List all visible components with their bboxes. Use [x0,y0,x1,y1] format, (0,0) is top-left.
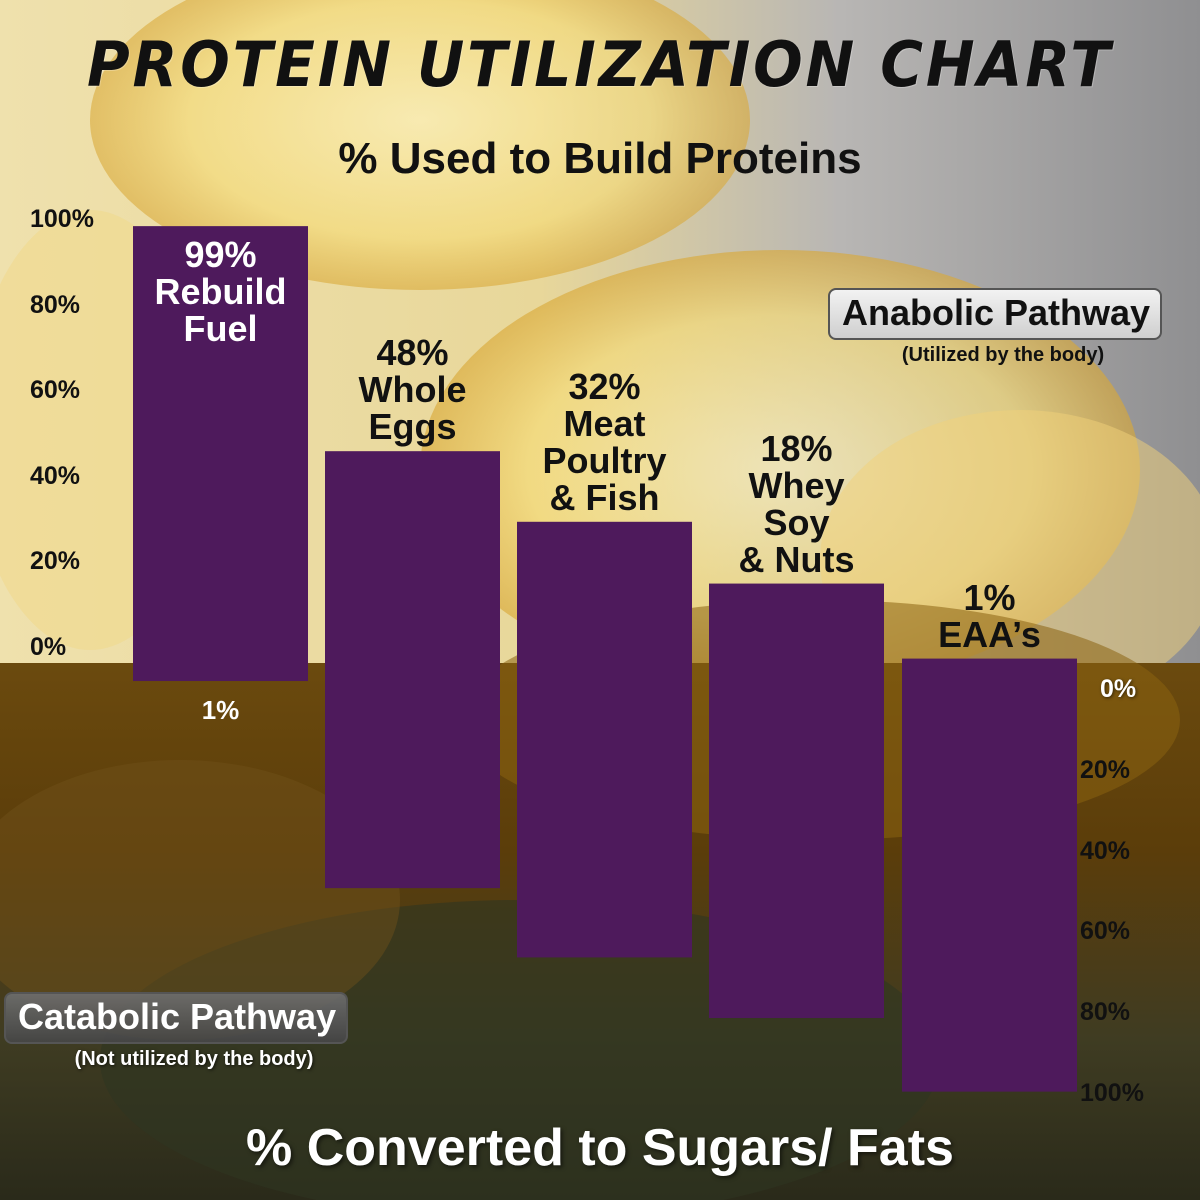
bar-4-label-line: 18% [760,427,833,469]
bar-4-label-line: Whey [748,464,845,506]
bar-1-label-line: 99% [184,234,257,276]
right-tick-label: 100% [1080,1079,1144,1107]
bar-1-converted-label: 1% [201,695,240,726]
bar-1 [133,226,308,682]
bar-3-label-line: 32% [568,365,641,407]
bar-5-label: 1% EAA’s [892,579,1087,653]
bar-4 [709,583,884,1019]
bar-5-label-line: EAA’s [938,613,1041,655]
right-tick-label: 40% [1080,836,1131,865]
bar-3-label-line: Meat [563,402,646,444]
bar-1-label: 99% Rebuild Fuel [123,236,318,347]
bar-2-label: 48% Whole Eggs [315,334,510,445]
bar-2-label-line: Eggs [368,406,457,448]
left-tick-label: 80% [30,290,81,319]
right-tick-label: 0% [1100,675,1137,703]
bar-1-label-line: Fuel [183,308,258,350]
left-tick-label: 20% [30,547,81,576]
catabolic-pathway-note: (Not utilized by the body) [74,1048,314,1070]
right-tick-label: 60% [1080,917,1131,946]
bar-4-label-line: & Nuts [738,538,855,580]
bar-4-label: 18% Whey Soy & Nuts [699,430,894,578]
right-tick-label: 20% [1080,755,1131,784]
bar-2-label-line: 48% [376,332,449,374]
bar-4-label-line: Soy [763,501,830,543]
bar-3-label-line: & Fish [549,476,660,518]
anabolic-pathway-note: (Utilized by the body) [901,344,1105,366]
bottom-axis-title: % Converted to Sugars/ Fats [246,1119,954,1177]
left-tick-label: 100% [30,205,94,233]
bar-2-label-line: Whole [358,369,467,411]
catabolic-pathway-label: Catabolic Pathway [4,992,349,1044]
bar-5-label-line: 1% [963,576,1016,618]
bar-2 [325,451,500,889]
bar-1-label-line: Rebuild [154,271,287,313]
top-axis-title: % Used to Build Proteins [338,134,862,183]
chart-title: PROTEIN UTILIZATION CHART [86,28,1114,101]
right-tick-label: 80% [1080,998,1131,1027]
left-tick-label: 40% [30,461,81,490]
bar-3-label-line: Poultry [542,439,667,481]
left-tick-label: 0% [30,633,67,661]
bar-3 [517,521,692,958]
bar-3-label: 32% Meat Poultry & Fish [507,368,702,516]
left-tick-label: 60% [30,376,81,405]
bar-5 [902,658,1077,1092]
anabolic-pathway-label: Anabolic Pathway [828,288,1163,340]
